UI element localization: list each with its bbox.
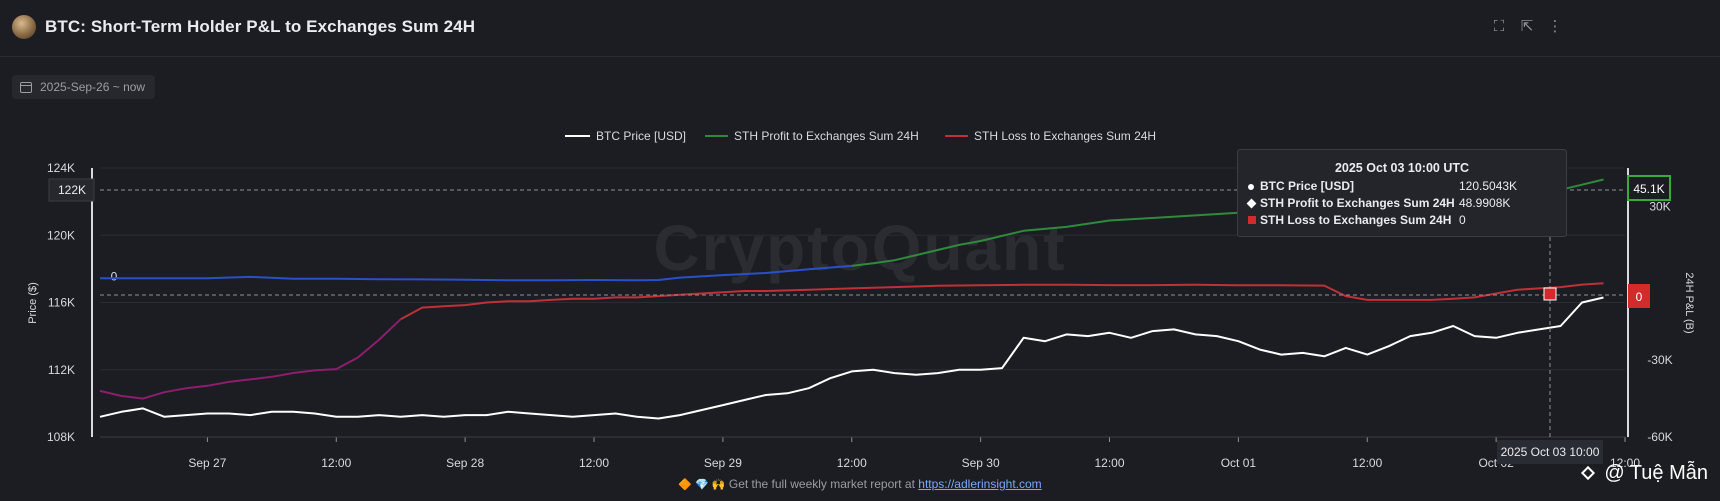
fullscreen-icon[interactable]: ⛶ [1493, 18, 1505, 35]
square-marker-icon [1248, 216, 1256, 224]
footer-text: Get the full weekly market report at [728, 477, 915, 491]
more-icon[interactable]: ⋮ [1547, 18, 1563, 35]
open-external-icon[interactable]: ⇱ [1520, 18, 1534, 35]
header: BTC: Short-Term Holder P&L to Exchanges … [0, 0, 1720, 57]
binance-square-icon [1580, 465, 1598, 483]
attribution-text: @ Tuệ Mẫn [1604, 462, 1708, 484]
right-axis-label: 24H P&L (B) [1683, 272, 1695, 333]
legend-label-price: BTC Price [USD] [596, 129, 686, 143]
crosshair-left-label: 122K [58, 183, 86, 197]
x-tick-label: Sep 27 [188, 456, 226, 470]
series-line-profit-early [100, 264, 852, 282]
tooltip: 2025 Oct 03 10:00 UTC BTC Price [USD] 12… [1237, 149, 1567, 237]
x-tick-label: 12:00 [1610, 456, 1640, 470]
left-tick-label: 116K [48, 296, 75, 310]
footer-emoji-icons: 🔶 💎 🙌 [678, 479, 726, 491]
loss-hover-marker [1543, 287, 1557, 301]
footer: 🔶 💎 🙌 Get the full weekly market report … [0, 477, 1720, 491]
tooltip-row-profit: STH Profit to Exchanges Sum 24H 48.9908K [1246, 196, 1556, 212]
legend-label-profit: STH Profit to Exchanges Sum 24H [734, 129, 919, 143]
x-tick-label: Sep 30 [962, 456, 1000, 470]
attribution: @ Tuệ Mẫn [1580, 462, 1708, 485]
x-tick-label: 12:00 [1094, 456, 1124, 470]
right-tick-label: 0 [111, 269, 118, 283]
right-tick-label: 30K [1649, 199, 1670, 213]
avatar[interactable] [12, 15, 36, 39]
right-tick-label: -60K [1647, 430, 1672, 444]
x-tick-label: Sep 28 [446, 456, 484, 470]
x-tick-label: 12:00 [837, 456, 867, 470]
x-tick-label: Oct 01 [1221, 456, 1257, 470]
tooltip-title: 2025 Oct 03 10:00 UTC [1334, 161, 1470, 175]
page-title: BTC: Short-Term Holder P&L to Exchanges … [45, 17, 476, 36]
calendar-icon [20, 81, 32, 93]
x-axis: Sep 27 12:00 Sep 28 12:00 Sep 29 12:00 Sep 30 1… [100, 436, 1640, 470]
left-tick-label: 124K [47, 161, 75, 175]
tooltip-row-loss: STH Loss to Exchanges Sum 24H 0 [1248, 213, 1556, 229]
left-axis: 124K 120K 116K 112K 108K [47, 161, 93, 444]
watermark: CryptoQuant [653, 212, 1066, 284]
date-range-label: 2025-Sep-26 ~ now [40, 80, 146, 94]
series-line-price [99, 296, 1604, 420]
x-tick-label: 12:00 [321, 456, 351, 470]
diamond-marker-icon [1246, 198, 1257, 209]
series-line-loss-early [99, 318, 402, 400]
crosshair-right-profit-label: 45.1K [1633, 182, 1664, 196]
left-tick-label: 108K [47, 430, 75, 444]
circle-marker-icon [1248, 184, 1254, 190]
left-tick-label: 120K [47, 228, 75, 242]
x-tick-label: 12:00 [579, 456, 609, 470]
x-tick-label: 12:00 [1352, 456, 1382, 470]
series-line-loss [400, 282, 1604, 321]
left-axis-label: Price ($) [27, 282, 39, 324]
right-tick-label: -30K [1647, 353, 1672, 367]
left-tick-label: 112K [48, 363, 75, 377]
tooltip-row-price: BTC Price [USD] 120.5043K [1248, 179, 1556, 195]
legend-label-loss: STH Loss to Exchanges Sum 24H [974, 129, 1156, 143]
crosshair-right-loss-label: 0 [1636, 290, 1643, 304]
date-range-picker[interactable]: 2025-Sep-26 ~ now [12, 75, 156, 99]
x-tick-label: Sep 29 [704, 456, 742, 470]
footer-link[interactable]: https://adlerinsight.com [918, 477, 1042, 491]
crosshair-x-label: 2025 Oct 03 10:00 [1501, 445, 1600, 459]
legend: BTC Price [USD] STH Profit to Exchanges … [565, 129, 1156, 143]
